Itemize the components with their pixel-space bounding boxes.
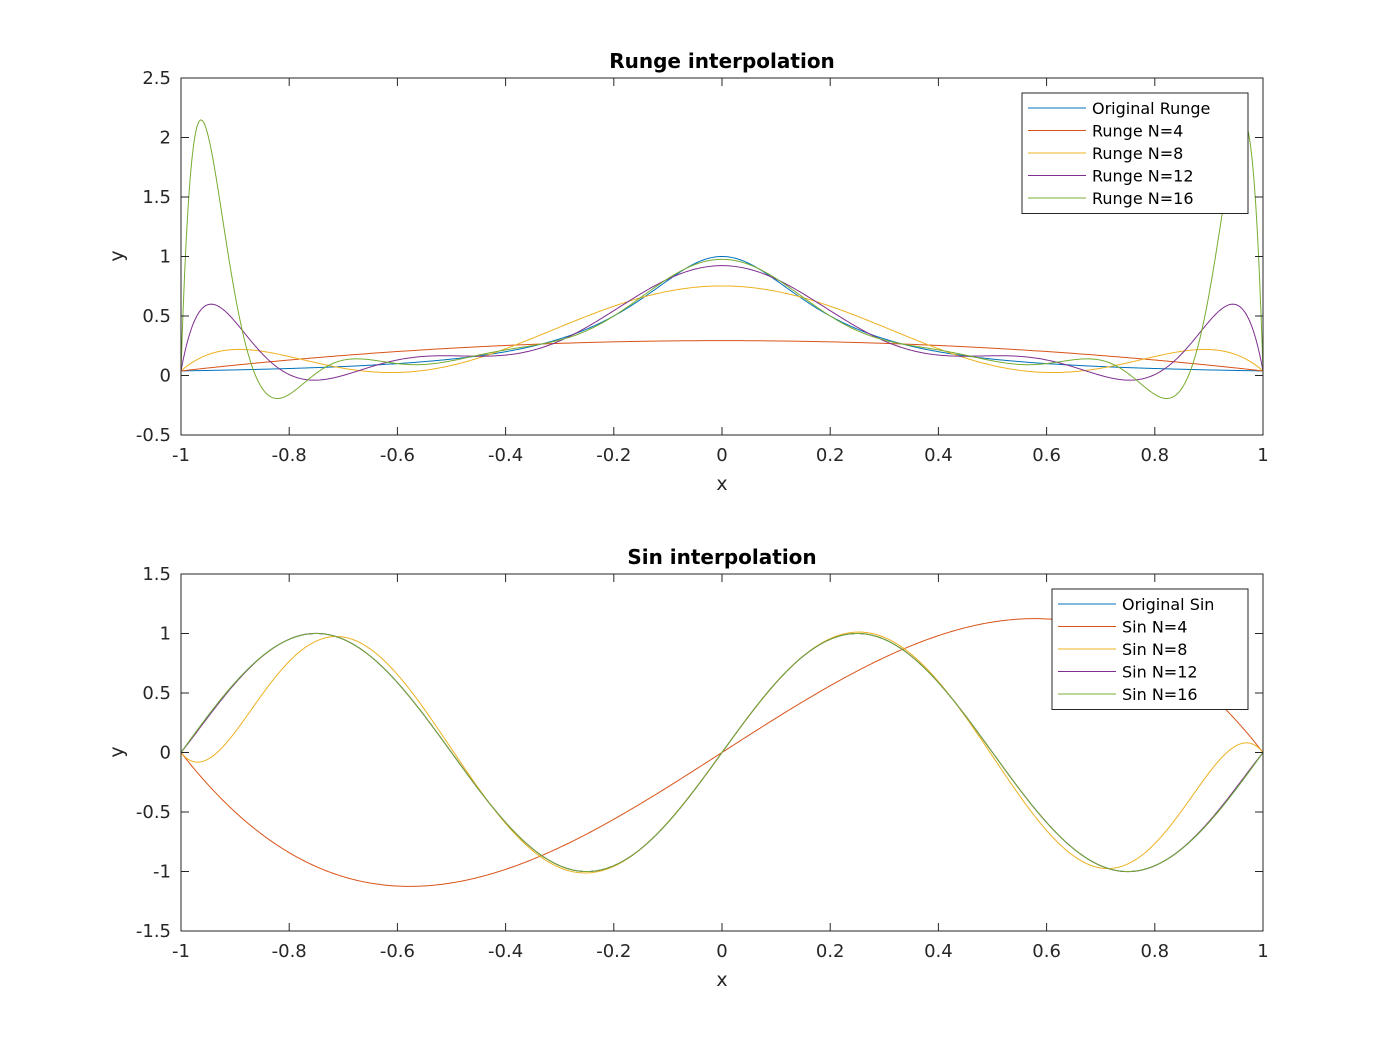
series-line-4 bbox=[181, 119, 1263, 400]
ticks-layer: -1 -0.8 -0.6 -0.4 -0.2 0 0.2 0.4 0.6 0.8 1 -0.5 0 0.5… bbox=[136, 68, 1269, 466]
y-tick-label: -0.5 bbox=[136, 425, 171, 446]
y-tick-label: -1 bbox=[153, 862, 171, 883]
legend-entry: Runge N=8 bbox=[1092, 144, 1183, 163]
x-tick-label: -0.4 bbox=[488, 445, 523, 466]
x-tick-label: -0.2 bbox=[596, 445, 631, 466]
x-tick-label: 1 bbox=[1257, 445, 1268, 466]
y-tick-label: -0.5 bbox=[136, 802, 171, 823]
x-tick-label: 0 bbox=[716, 941, 727, 962]
x-tick-label: -0.8 bbox=[272, 941, 307, 962]
legend: Original Sin Sin N=4 Sin N=8 Sin N=12 Sin N=… bbox=[1051, 588, 1249, 710]
x-tick-label: 1 bbox=[1257, 941, 1268, 962]
x-tick-label: -0.4 bbox=[488, 941, 523, 962]
y-tick-label: 2.5 bbox=[142, 68, 171, 89]
y-axis-label: y bbox=[106, 746, 128, 757]
legend-entry: Runge N=12 bbox=[1092, 167, 1194, 186]
x-tick-label: 0.4 bbox=[924, 941, 953, 962]
x-tick-label: 0.2 bbox=[816, 445, 845, 466]
series-line-1 bbox=[181, 340, 1263, 372]
y-tick-label: 0.5 bbox=[142, 306, 171, 327]
series-layer bbox=[181, 119, 1263, 400]
legend-entry: Original Runge bbox=[1092, 99, 1210, 118]
x-axis-label: x bbox=[716, 969, 727, 991]
legend-entry: Sin N=16 bbox=[1122, 685, 1198, 704]
x-tick-label: 0 bbox=[716, 445, 727, 466]
legend-entry: Original Sin bbox=[1122, 595, 1214, 614]
y-tick-label: 2 bbox=[160, 128, 171, 149]
x-tick-label: 0.6 bbox=[1032, 445, 1061, 466]
runge-chart: Runge interpolation -1 -0.8 -0.6 -0.4 -0.2 0 0… bbox=[106, 49, 1269, 495]
legend-entry: Sin N=12 bbox=[1122, 663, 1198, 682]
x-tick-label: 0.6 bbox=[1032, 941, 1061, 962]
x-tick-label: 0.2 bbox=[816, 941, 845, 962]
y-tick-label: 1.5 bbox=[142, 187, 171, 208]
sin-chart: Sin interpolation -1 -0.8 -0.6 -0.4 -0.2 0 0.2… bbox=[106, 545, 1269, 991]
series-line-2 bbox=[181, 285, 1263, 374]
x-axis-label: x bbox=[716, 473, 727, 495]
x-tick-label: -0.2 bbox=[596, 941, 631, 962]
chart-title: Sin interpolation bbox=[627, 545, 816, 569]
legend-entry: Sin N=4 bbox=[1122, 618, 1187, 637]
x-tick-label: -1 bbox=[172, 941, 190, 962]
y-tick-label: 0 bbox=[160, 366, 171, 387]
series-line-4 bbox=[181, 632, 1263, 873]
legend: Original Runge Runge N=4 Runge N=8 Runge N=… bbox=[1021, 92, 1249, 214]
y-tick-label: -1.5 bbox=[136, 921, 171, 942]
y-tick-label: 1 bbox=[160, 247, 171, 268]
series-line-0 bbox=[181, 255, 1263, 372]
legend-entry: Runge N=16 bbox=[1092, 189, 1194, 208]
ticks-layer: -1 -0.8 -0.6 -0.4 -0.2 0 0.2 0.4 0.6 0.8 1-1.5-1-0… bbox=[136, 564, 1269, 962]
x-tick-label: 0.4 bbox=[924, 445, 953, 466]
y-axis-label: y bbox=[106, 250, 128, 261]
x-tick-label: -0.6 bbox=[380, 941, 415, 962]
x-tick-label: -1 bbox=[172, 445, 190, 466]
x-tick-label: 0.8 bbox=[1140, 941, 1169, 962]
y-tick-label: 1 bbox=[160, 624, 171, 645]
chart-title: Runge interpolation bbox=[609, 49, 835, 73]
y-tick-label: 1.5 bbox=[142, 564, 171, 585]
legend-entry: Sin N=8 bbox=[1122, 640, 1187, 659]
x-tick-label: -0.8 bbox=[272, 445, 307, 466]
x-tick-label: -0.6 bbox=[380, 445, 415, 466]
y-tick-label: 0.5 bbox=[142, 683, 171, 704]
legend-entry: Runge N=4 bbox=[1092, 122, 1183, 141]
y-tick-label: 0 bbox=[160, 743, 171, 764]
x-tick-label: 0.8 bbox=[1140, 445, 1169, 466]
series-line-3 bbox=[181, 265, 1263, 381]
